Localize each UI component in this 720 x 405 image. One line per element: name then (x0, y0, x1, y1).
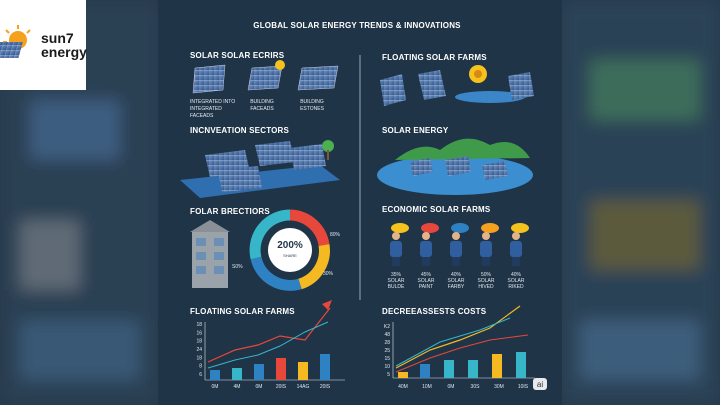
donut-center-sub: SHARE (283, 253, 297, 258)
caption: ESTONES (300, 106, 324, 112)
person-label: HIVED (478, 284, 494, 290)
body (420, 241, 432, 257)
y-tick-label: 16 (196, 330, 202, 336)
mini-chart (204, 300, 345, 381)
section-heading: FLOATING SOLAR FARMS (382, 53, 487, 62)
body (480, 241, 492, 257)
section-heading: FOLAR BRECTIORS (190, 207, 270, 216)
people: 35%SOLARBULDE45%SOLARPAINT40%SOLARFARBY5… (388, 223, 529, 290)
logo-text: sun7 (41, 30, 74, 46)
legs (392, 257, 400, 266)
y-tick-label: 10 (384, 364, 390, 370)
floating-panels (380, 65, 534, 106)
person-label: 45% (421, 272, 432, 278)
ai-badge: ai (537, 380, 543, 389)
person-label: RIKED (508, 284, 524, 290)
section-heading: ECONOMIC SOLAR FARMS (382, 205, 491, 214)
donut (249, 209, 330, 291)
person-label: SOLAR (478, 278, 495, 284)
y-tick-label: 18 (196, 355, 202, 361)
section-heading: FLOATING SOLAR FARMS (190, 307, 295, 316)
donut-label: 80% (330, 232, 341, 238)
head (452, 232, 460, 240)
head (392, 232, 400, 240)
x-tick-label: 30M (494, 384, 504, 390)
section-heading: DECREEASSESTS COSTS (382, 307, 487, 316)
caption: FACEADS (250, 106, 274, 112)
y-tick-label: 18 (196, 322, 202, 328)
x-tick-label: 0M (448, 384, 455, 390)
panel-array (180, 140, 340, 198)
body (450, 241, 462, 257)
y-tick-label: 25 (384, 348, 390, 354)
umbrella (421, 223, 439, 233)
y-tick-label: K2 (384, 324, 390, 330)
caption: FACEADS (190, 113, 214, 119)
donut-label: 30% (323, 271, 334, 277)
umbrella (481, 223, 499, 233)
section-heading: SOLAR SOLAR ECRIRS (190, 51, 285, 60)
person-label: SOLAR (508, 278, 525, 284)
island (377, 138, 533, 195)
caption: BUILDING (250, 99, 274, 105)
person-label: PAINT (419, 284, 433, 290)
section-heading: INCNVEATION SECTORS (190, 126, 290, 135)
y-tick-label: 5 (387, 372, 390, 378)
x-tick-label: 40M (398, 384, 408, 390)
infographic: GLOBAL SOLAR ENERGY TRENDS & INNOVATIONS… (158, 0, 562, 405)
umbrella (511, 223, 529, 233)
x-tick-label: 20IS (276, 384, 287, 390)
x-tick-label: 4M (234, 384, 241, 390)
head (422, 232, 430, 240)
caption: INTEGRATED INTO (190, 99, 235, 105)
donut-center: 200% (277, 240, 303, 251)
y-tick-label: 24 (196, 347, 202, 353)
head (512, 232, 520, 240)
person-label: SOLAR (448, 278, 465, 284)
person-label: BULDE (388, 284, 405, 290)
solar-panels (192, 60, 339, 94)
legs (452, 257, 460, 266)
head (482, 232, 490, 240)
legs (482, 257, 490, 266)
logo-text: energy (41, 44, 87, 60)
x-tick-label: 0M (212, 384, 219, 390)
caption: INTEGRATED (190, 106, 222, 112)
caption: BUILDING (300, 99, 324, 105)
x-tick-label: 14AG (297, 384, 310, 390)
mini-chart (392, 305, 535, 379)
y-tick-label: 18 (196, 339, 202, 345)
umbrella (451, 223, 469, 233)
y-tick-label: 48 (384, 332, 390, 338)
umbrella (391, 223, 409, 233)
x-tick-label: 20IS (320, 384, 331, 390)
title: GLOBAL SOLAR ENERGY TRENDS & INNOVATIONS (253, 21, 461, 30)
logo: sun7 energy (0, 0, 87, 90)
person-label: 50% (481, 272, 492, 278)
person-label: 40% (511, 272, 522, 278)
section-heading: SOLAR ENERGY (382, 126, 449, 135)
y-tick-label: 15 (384, 356, 390, 362)
person-label: SOLAR (388, 278, 405, 284)
person-label: 35% (391, 272, 402, 278)
y-tick-label: 28 (384, 340, 390, 346)
building (190, 220, 230, 288)
body (510, 241, 522, 257)
legs (422, 257, 430, 266)
person-label: 40% (451, 272, 462, 278)
x-tick-label: 0M (256, 384, 263, 390)
legs (512, 257, 520, 266)
person-label: SOLAR (418, 278, 435, 284)
y-tick-label: 8 (199, 364, 202, 370)
x-tick-label: 30S (471, 384, 481, 390)
x-tick-label: 10IS (518, 384, 529, 390)
x-tick-label: 10M (422, 384, 432, 390)
person-label: FARBY (448, 284, 465, 290)
body (390, 241, 402, 257)
y-tick-label: 6 (199, 372, 202, 378)
donut-label: S0% (232, 264, 243, 270)
